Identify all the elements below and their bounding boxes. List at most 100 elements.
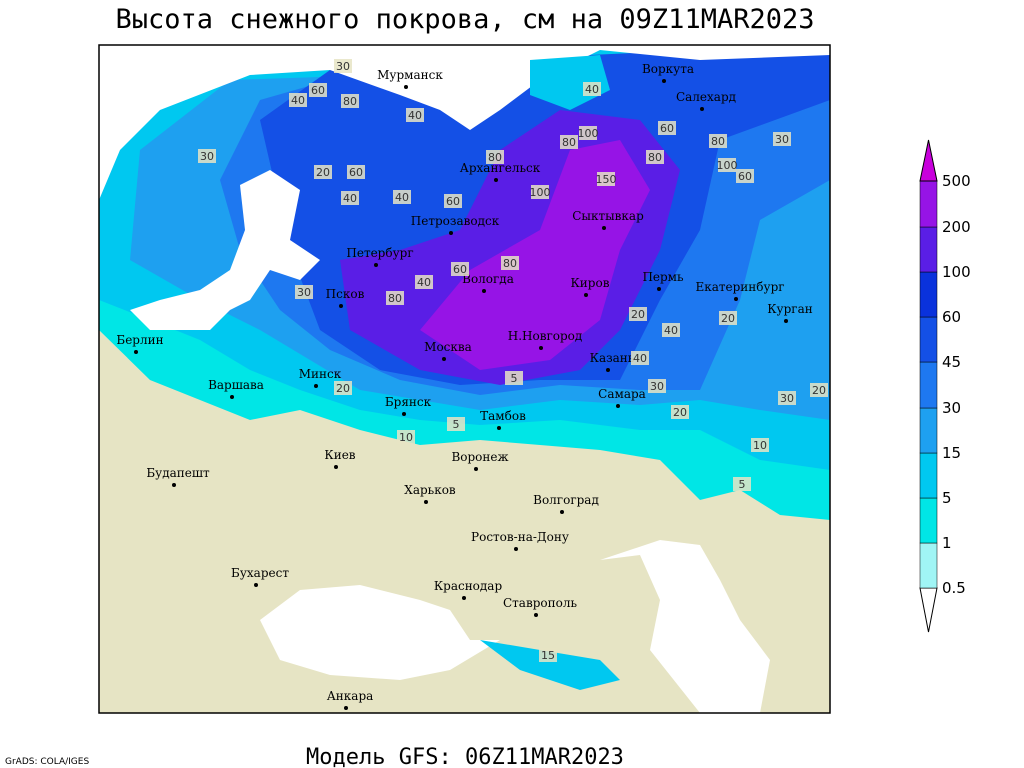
city-label: Харьков [404, 483, 456, 497]
city-dot [254, 583, 258, 587]
caucasus-snow [480, 640, 620, 690]
contour-label-box [631, 351, 649, 365]
contour-label: 60 [453, 263, 467, 276]
contour-label-box [334, 59, 352, 73]
contour-label-box [341, 94, 359, 108]
contour-label: 40 [417, 276, 431, 289]
contour-label: 60 [738, 170, 752, 183]
contour-label: 60 [349, 166, 363, 179]
city-dot [560, 510, 564, 514]
baltic-sea [130, 170, 320, 330]
contour-label-box [334, 381, 352, 395]
contour-label: 20 [721, 312, 735, 325]
city-dot [474, 467, 478, 471]
contour-label-box [560, 135, 578, 149]
city-label: Ставрополь [503, 596, 577, 610]
black-sea [260, 585, 500, 680]
map-frame [98, 44, 831, 714]
contour-label: 20 [316, 166, 330, 179]
city-label: Тамбов [480, 409, 526, 423]
contour-label: 60 [311, 84, 325, 97]
city-label: Сыктывкар [572, 209, 644, 223]
contour-label: 10 [399, 431, 413, 444]
contour-label-box [397, 430, 415, 444]
city-dot [539, 346, 543, 350]
city-label: Брянск [385, 395, 432, 409]
contour-label: 100 [717, 159, 738, 172]
colorbar-label: 45 [942, 353, 961, 371]
city-dot [442, 357, 446, 361]
contour-label: 20 [812, 384, 826, 397]
colorbar-label: 500 [942, 172, 971, 190]
city-label: Воронеж [451, 450, 508, 464]
contour-label-box [629, 307, 647, 321]
city-dot [134, 350, 138, 354]
contour-label-box [289, 93, 307, 107]
contour-label-box [648, 379, 666, 393]
contour-label-box [671, 405, 689, 419]
city-dot [339, 304, 343, 308]
contour-label: 10 [753, 439, 767, 452]
kola-snow [530, 55, 610, 110]
city-label: Пермь [642, 270, 684, 284]
city-label: Киев [324, 448, 355, 462]
colorbar-over [919, 139, 938, 182]
contour-label: 100 [578, 127, 599, 140]
colorbar-label: 200 [942, 218, 971, 236]
contour-label-box [662, 323, 680, 337]
city-dot [482, 289, 486, 293]
contour-label-box [751, 438, 769, 452]
title: Высота снежного покрова, см на 09Z11MAR2… [116, 4, 815, 35]
city-dot [374, 263, 378, 267]
colorbar-segment [919, 316, 938, 363]
contour-label-box [444, 194, 462, 208]
city-dot [334, 465, 338, 469]
contour-label: 100 [530, 186, 551, 199]
contour-label-box [505, 371, 523, 385]
city-dot [230, 395, 234, 399]
contour-label: 80 [562, 136, 576, 149]
contour-label: 5 [739, 478, 746, 491]
city-dot [314, 384, 318, 388]
city-dot [616, 404, 620, 408]
colorbar-segment [919, 497, 938, 544]
colorbar-segment [919, 542, 938, 589]
contour-label-box [198, 149, 216, 163]
caspian-sea [600, 540, 770, 713]
colorbar-label: 15 [942, 444, 961, 462]
city-dot [514, 547, 518, 551]
colorbar-segment [919, 452, 938, 499]
city-label: Псков [326, 287, 365, 301]
colorbar-segment [919, 271, 938, 318]
contour-label-box [314, 165, 332, 179]
contour-label-box [447, 417, 465, 431]
city-label: Москва [424, 340, 472, 354]
contour-label-box [539, 648, 557, 662]
contour-label-box [406, 108, 424, 122]
city-dot [497, 426, 501, 430]
contour-label: 60 [446, 195, 460, 208]
city-label: Курган [767, 302, 812, 316]
colorbar-label: 100 [942, 263, 971, 281]
city-label: Н.Новгород [508, 329, 583, 343]
colorbar-label: 30 [942, 399, 961, 417]
city-dot [404, 85, 408, 89]
city-label: Самара [598, 387, 646, 401]
contour-label-box [386, 291, 404, 305]
city-label: Варшава [208, 378, 264, 392]
city-labels: Мурманск Воркута Салехард Архангельск Сыктыв… [116, 62, 813, 710]
city-label: Бухарест [231, 566, 289, 580]
contour-label: 5 [453, 418, 460, 431]
city-label: Мурманск [377, 68, 443, 82]
colorbar-label: 60 [942, 308, 961, 326]
contour-label: 5 [511, 372, 518, 385]
contour-label: 30 [336, 60, 350, 73]
city-dot [344, 706, 348, 710]
contour-label: 150 [596, 173, 617, 186]
city-label: Берлин [116, 333, 163, 347]
contour-label: 20 [336, 382, 350, 395]
city-dot [606, 368, 610, 372]
contour-label: 40 [633, 352, 647, 365]
